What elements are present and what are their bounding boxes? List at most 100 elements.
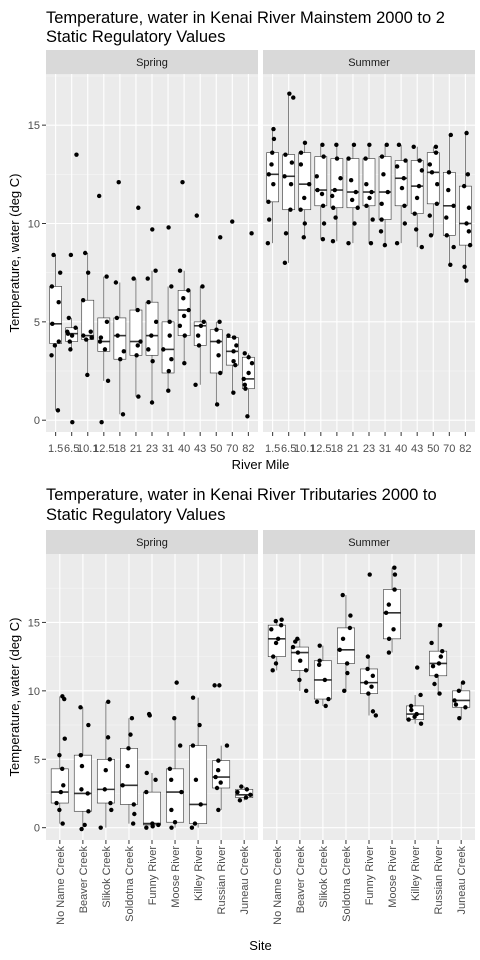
x-tick-label: 12.5 [310, 443, 331, 455]
data-point [365, 666, 370, 672]
data-point [234, 343, 239, 348]
data-point [378, 229, 384, 234]
data-point [271, 126, 276, 132]
x-tick-label: 18 [114, 443, 126, 455]
x-tick-label: 18 [331, 443, 343, 455]
data-point [317, 643, 322, 648]
data-point [174, 680, 179, 685]
data-point [417, 158, 422, 163]
box-beaver-creek [73, 705, 92, 832]
data-point [353, 189, 359, 195]
data-point [381, 172, 386, 177]
data-point [242, 382, 248, 387]
data-point [89, 335, 94, 340]
data-point [192, 821, 198, 826]
data-point [432, 681, 437, 687]
data-point [369, 189, 374, 195]
data-point [392, 587, 397, 592]
data-point [383, 610, 389, 616]
x-tick-label: Moose River [170, 846, 182, 908]
box-iqr [120, 748, 138, 805]
x-tick-label: 1.5 [48, 443, 63, 455]
data-point [437, 691, 442, 696]
data-point [273, 661, 279, 666]
data-point [104, 274, 109, 279]
data-point [56, 339, 61, 344]
data-point [230, 219, 235, 224]
data-point [320, 237, 326, 242]
data-point [364, 181, 369, 187]
data-point [246, 370, 251, 376]
data-point [379, 154, 385, 159]
box-russian-river [212, 683, 231, 813]
data-point [419, 244, 424, 250]
data-point [363, 156, 368, 161]
data-point [169, 825, 174, 830]
box-82 [459, 130, 473, 283]
x-tick-label: 50 [210, 443, 222, 455]
data-point [348, 613, 353, 618]
data-point [298, 150, 304, 155]
box-1-5 [265, 126, 279, 246]
data-point [153, 268, 158, 273]
data-point [379, 217, 384, 222]
data-point [68, 347, 73, 352]
data-point [201, 319, 206, 325]
box-slikok-creek [313, 643, 332, 709]
data-point [440, 648, 445, 654]
x-tick-label: 50 [427, 443, 439, 455]
data-point [126, 746, 131, 751]
data-point [414, 711, 419, 717]
data-point [266, 217, 272, 222]
data-point [57, 752, 62, 758]
data-point [166, 388, 171, 393]
x-axis-title: River Mile [232, 457, 290, 472]
x-tick-label: No Name Creek [272, 846, 284, 925]
box-12-5 [96, 193, 111, 425]
data-point [369, 684, 374, 689]
data-point [283, 231, 289, 236]
box-iqr [266, 152, 279, 203]
data-point [345, 670, 350, 676]
data-point [121, 349, 126, 354]
data-point [314, 699, 320, 704]
data-point [466, 205, 472, 210]
data-point [319, 191, 325, 197]
data-point [298, 658, 303, 663]
data-point [106, 699, 111, 704]
data-point [465, 172, 471, 177]
facet-strip-label: Spring [136, 57, 168, 69]
x-tick-label: 70 [443, 443, 455, 455]
data-point [315, 187, 320, 193]
data-point [108, 800, 113, 806]
data-point [283, 152, 288, 157]
box-40 [177, 179, 191, 366]
data-point [241, 376, 246, 382]
data-point [86, 809, 91, 814]
x-tick-label: Soldotna Creek [341, 846, 353, 922]
box-1-5 [49, 252, 63, 413]
data-point [193, 382, 198, 387]
box-21 [346, 142, 360, 246]
data-point [231, 349, 236, 354]
data-point [167, 319, 172, 325]
data-point [355, 205, 360, 210]
x-tick-label: 12.5 [93, 443, 114, 455]
data-point [128, 732, 133, 737]
data-point [351, 142, 357, 148]
data-point [316, 662, 322, 668]
data-point [266, 199, 271, 205]
data-point [239, 784, 244, 789]
x-tick-label: 31 [162, 443, 174, 455]
box-70 [225, 219, 239, 395]
data-point [419, 168, 425, 173]
chart-subtitle: Static Regulatory Values [46, 506, 225, 524]
data-point [68, 252, 74, 258]
facet-strip [46, 530, 258, 554]
box-juneau-creek [452, 680, 471, 721]
data-point [224, 743, 230, 748]
data-point [363, 680, 369, 685]
x-tick-label: 40 [395, 443, 407, 455]
data-point [334, 142, 339, 148]
